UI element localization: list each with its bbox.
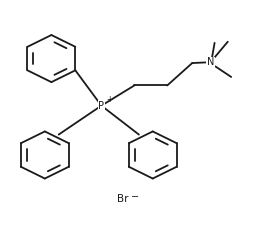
Text: +: + [107,95,113,104]
Text: −: − [131,192,139,202]
Text: N: N [207,57,214,67]
Text: P: P [98,101,105,111]
Text: Br: Br [117,194,128,204]
